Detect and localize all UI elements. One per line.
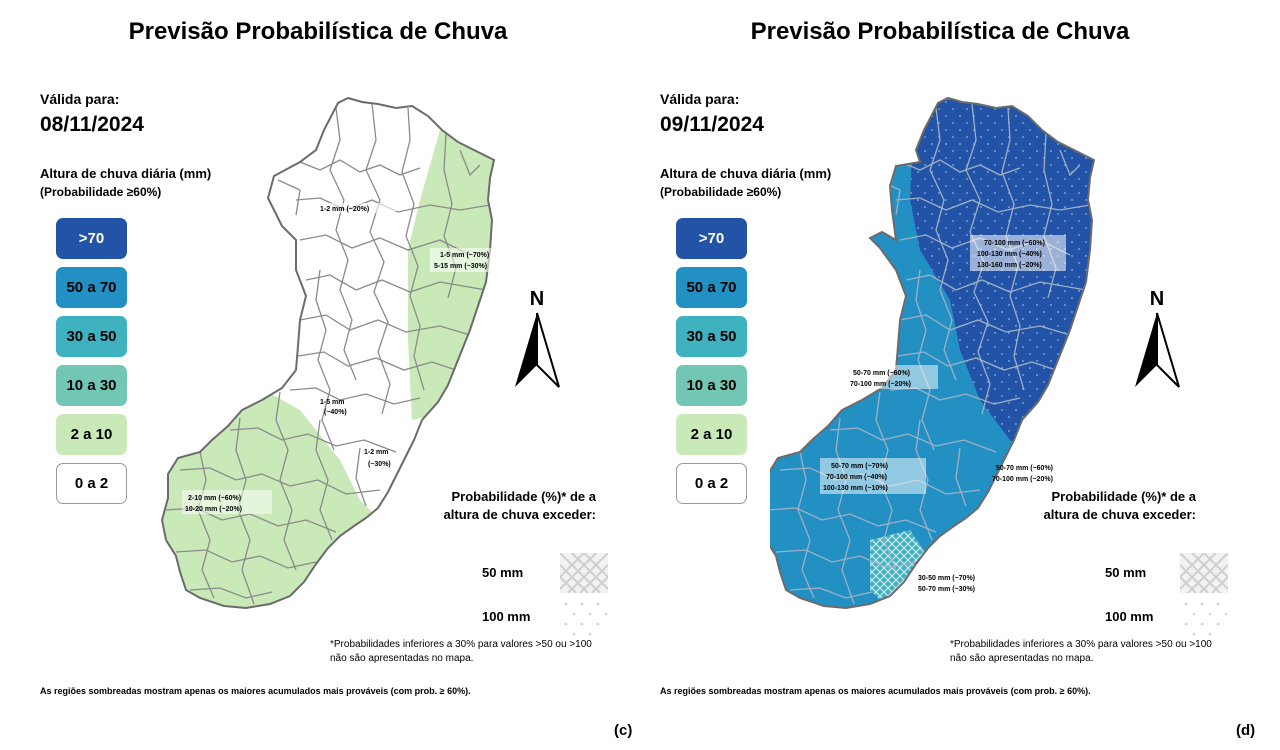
dot-pattern-icon [1184, 602, 1228, 636]
rain-height-label: Altura de chuva diária (mm) [660, 166, 832, 181]
legend-50-70: 50 a 70 [56, 267, 127, 308]
map-label-coast-2: 70-100 mm (~20%) [992, 476, 1053, 483]
map-label-east-1: 1-5 mm (~70%) [440, 252, 489, 259]
state-map: 70-100 mm (~60%) 100-130 mm (~40%) 130-1… [770, 96, 1096, 610]
probability-title: Probabilidade (%)* de a altura de chuva … [1043, 489, 1196, 522]
valid-label: Válida para: [660, 91, 740, 107]
north-arrow-icon: N [515, 288, 560, 388]
map-label-east-2: 5-15 mm (~30%) [434, 263, 487, 270]
map-title: Previsão Probabilística de Chuva [750, 18, 1130, 45]
label-bg [970, 235, 1066, 271]
dot-pattern-icon [564, 602, 608, 636]
label-bg [182, 490, 272, 514]
label-bg [846, 365, 938, 389]
map-label-north-1: 70-100 mm (~60%) [984, 240, 1045, 247]
legend-gt70: >70 [56, 218, 127, 259]
crosshatch-pattern-icon [560, 553, 608, 593]
north-arrow-icon: N [1135, 288, 1180, 388]
legend-10-30: 10 a 30 [56, 365, 127, 406]
shaded-regions-note: As regiões sombreadas mostram apenas os … [660, 686, 1091, 696]
threshold-50-label: 50 mm [1105, 565, 1147, 580]
threshold-100-label: 100 mm [482, 609, 531, 624]
legend-gt70: >70 [676, 218, 747, 259]
map-label-coast-2: (~30%) [368, 461, 391, 468]
legend-30-50: 30 a 50 [56, 316, 127, 357]
map-label-north-2: 100-130 mm (~40%) [977, 251, 1042, 258]
map-label-west-3: 100-130 mm (~10%) [823, 485, 888, 492]
map-title: Previsão Probabilística de Chuva [128, 18, 508, 45]
label-bg [316, 203, 396, 213]
forecast-panel-c: Previsão Probabilística de Chuva Válida … [40, 18, 633, 739]
legend-2-10: 2 a 10 [676, 414, 747, 455]
map-label-coast-1: 50-70 mm (~60%) [996, 465, 1053, 472]
map-label-west-1: 50-70 mm (~70%) [831, 463, 888, 470]
legend-2-10: 2 a 10 [56, 414, 127, 455]
footnote: *Probabilidades inferiores a 30% para va… [950, 639, 1212, 664]
valid-date: 09/11/2024 [660, 113, 764, 136]
map-label-south-2: 10-20 mm (~20%) [185, 506, 242, 513]
north-label: N [1150, 288, 1164, 310]
rain-legend: >70 50 a 70 30 a 50 10 a 30 2 a 10 0 a 2 [56, 218, 127, 512]
panel-tag: (c) [614, 722, 633, 739]
map-label-north-3: 130-160 mm (~20%) [977, 262, 1042, 269]
rain-height-label: Altura de chuva diária (mm) [40, 166, 212, 181]
legend-50-70: 50 a 70 [676, 267, 747, 308]
state-map: 1-2 mm (~20%) 1-5 mm (~70%) 5-15 mm (~30… [160, 96, 510, 610]
legend-10-30: 10 a 30 [676, 365, 747, 406]
legend-0-2: 0 a 2 [56, 463, 127, 504]
north-label: N [530, 288, 544, 310]
valid-date: 08/11/2024 [40, 113, 144, 136]
label-bg [820, 458, 926, 494]
map-label-coast-1: 1-2 mm [364, 449, 389, 456]
threshold-100-label: 100 mm [1105, 609, 1154, 624]
legend-30-50: 30 a 50 [676, 316, 747, 357]
shaded-regions-note: As regiões sombreadas mostram apenas os … [40, 686, 471, 696]
label-bg [430, 248, 510, 272]
map-label-north: 1-2 mm (~20%) [320, 206, 369, 213]
map-label-center-2: (~40%) [324, 409, 347, 416]
valid-label: Válida para: [40, 91, 120, 107]
probability-title: Probabilidade (%)* de a altura de chuva … [443, 489, 596, 522]
panel-tag: (d) [1236, 722, 1256, 739]
forecast-panel-d: Previsão Probabilística de Chuva Válida … [620, 0, 1260, 750]
footnote: *Probabilidades inferiores a 30% para va… [330, 639, 592, 664]
probability-sublabel: (Probabilidade ≥60%) [40, 185, 162, 199]
legend-0-2: 0 a 2 [676, 463, 747, 504]
map-label-center-1: 1-5 mm [320, 399, 345, 406]
map-label-south-2: 50-70 mm (~30%) [918, 586, 975, 593]
crosshatch-pattern-icon [1180, 553, 1228, 593]
probability-sublabel: (Probabilidade ≥60%) [660, 185, 782, 199]
map-label-south-1: 2-10 mm (~60%) [188, 495, 241, 502]
map-label-center-1: 50-70 mm (~60%) [853, 370, 910, 377]
map-label-center-2: 70-100 mm (~20%) [850, 381, 911, 388]
threshold-50-label: 50 mm [482, 565, 524, 580]
rain-legend: >70 50 a 70 30 a 50 10 a 30 2 a 10 0 a 2 [676, 218, 747, 512]
map-label-west-2: 70-100 mm (~40%) [826, 474, 887, 481]
map-label-south-1: 30-50 mm (~70%) [918, 575, 975, 582]
